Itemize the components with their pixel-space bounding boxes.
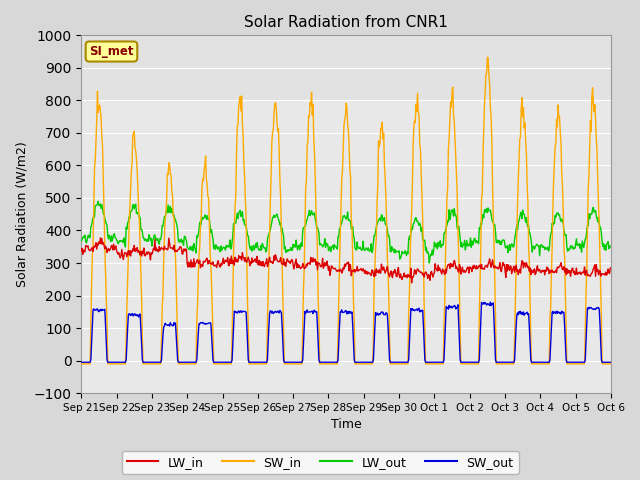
LW_in: [87, 247, 95, 253]
SW_out: [77, 360, 85, 365]
LW_in: [607, 265, 614, 271]
LW_in: [97, 235, 104, 241]
LW_out: [94, 198, 102, 204]
Title: Solar Radiation from CNR1: Solar Radiation from CNR1: [244, 15, 448, 30]
LW_out: [607, 244, 614, 250]
Legend: LW_in, SW_in, LW_out, SW_out: LW_in, SW_in, LW_out, SW_out: [122, 451, 518, 474]
X-axis label: Time: Time: [331, 419, 362, 432]
Y-axis label: Solar Radiation (W/m2): Solar Radiation (W/m2): [15, 141, 28, 287]
SW_in: [410, 124, 418, 130]
LW_out: [196, 219, 204, 225]
LW_in: [77, 248, 85, 254]
LW_in: [196, 257, 204, 263]
Line: SW_in: SW_in: [81, 57, 611, 364]
LW_in: [408, 280, 415, 286]
SW_in: [484, 54, 492, 60]
LW_out: [426, 260, 433, 266]
Text: SI_met: SI_met: [89, 45, 134, 58]
LW_out: [77, 238, 85, 244]
LW_out: [142, 237, 150, 242]
SW_out: [195, 321, 203, 327]
LW_in: [412, 268, 419, 274]
SW_in: [77, 361, 85, 367]
LW_out: [224, 243, 232, 249]
LW_in: [142, 251, 150, 257]
Line: LW_in: LW_in: [81, 238, 611, 283]
SW_out: [486, 299, 494, 305]
SW_in: [87, 323, 95, 328]
SW_out: [223, 360, 231, 365]
SW_in: [426, 361, 433, 367]
SW_out: [426, 360, 433, 365]
SW_in: [223, 361, 231, 367]
SW_out: [87, 357, 95, 363]
SW_in: [195, 252, 203, 258]
LW_out: [87, 224, 95, 230]
SW_in: [141, 361, 149, 367]
SW_out: [410, 307, 418, 313]
LW_in: [427, 269, 435, 275]
Bar: [81, 36, 611, 100]
LW_in: [224, 254, 232, 260]
LW_out: [427, 252, 435, 257]
Line: SW_out: SW_out: [81, 302, 611, 362]
LW_out: [411, 218, 419, 224]
SW_out: [141, 360, 149, 365]
SW_in: [607, 361, 614, 367]
Line: LW_out: LW_out: [81, 201, 611, 263]
SW_out: [607, 360, 614, 365]
